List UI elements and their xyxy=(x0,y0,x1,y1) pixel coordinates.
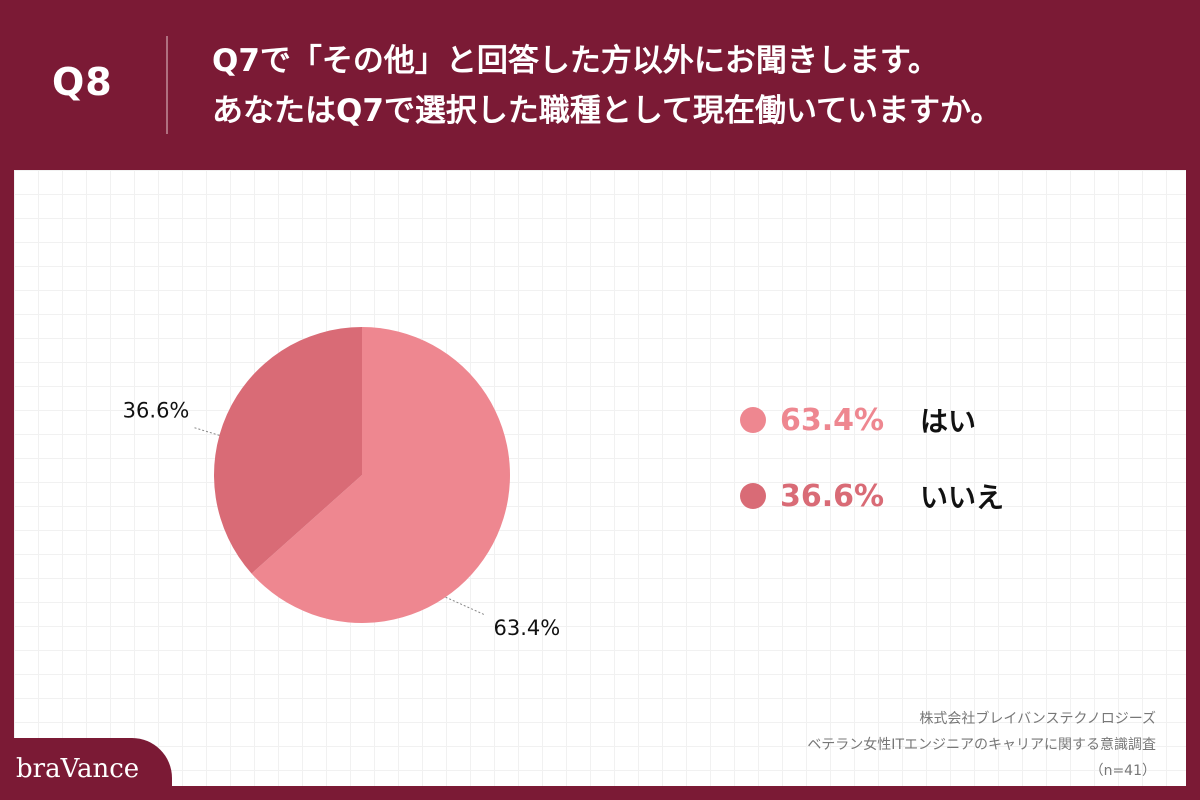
question-number: Q8 xyxy=(52,60,113,104)
header: Q8 Q7で「その他」と回答した方以外にお聞きします。 あなたはQ7で選択した職… xyxy=(0,0,1200,168)
footer: 株式会社ブレイバンステクノロジーズ ベテラン女性ITエンジニアのキャリアに関する… xyxy=(556,706,1156,784)
footer-company: 株式会社ブレイバンステクノロジーズ xyxy=(919,711,1156,727)
legend-dot-yes xyxy=(740,407,766,433)
legend-pct-yes: 63.4% xyxy=(780,402,885,438)
question-text: Q7で「その他」と回答した方以外にお聞きします。 あなたはQ7で選択した職種とし… xyxy=(212,36,1172,136)
legend-dot-no xyxy=(740,483,766,509)
legend-item-no: 36.6% いいえ xyxy=(740,458,1004,534)
pie-slice-yes xyxy=(251,327,510,623)
question-line-1: Q7で「その他」と回答した方以外にお聞きします。 xyxy=(212,43,939,79)
brand-logo: braVance xyxy=(16,754,140,784)
footer-sample: （n=41） xyxy=(1089,763,1156,779)
pie-slice-no xyxy=(213,327,362,574)
legend: 63.4% はい 36.6% いいえ xyxy=(740,382,1004,534)
legend-label-no: いいえ xyxy=(920,481,1005,514)
legend-item-yes: 63.4% はい xyxy=(740,382,1004,458)
data-label-yes: 63.4% xyxy=(494,616,561,640)
footer-survey: ベテラン女性ITエンジニアのキャリアに関する意識調査 xyxy=(807,737,1156,753)
leader-line-yes xyxy=(445,596,486,616)
pie-chart: 63.4% 36.6% xyxy=(123,327,561,640)
leader-line-no xyxy=(193,426,220,436)
legend-pct-no: 36.6% xyxy=(780,478,885,514)
legend-label-yes: はい xyxy=(920,405,977,438)
header-divider xyxy=(166,36,168,134)
chart-panel: 63.4% 36.6% 63.4% はい 36.6% いいえ xyxy=(14,170,1186,786)
question-line-2: あなたはQ7で選択した職種として現在働いていますか。 xyxy=(212,93,1002,129)
brand-tab xyxy=(0,738,172,800)
data-label-no: 36.6% xyxy=(123,398,190,422)
